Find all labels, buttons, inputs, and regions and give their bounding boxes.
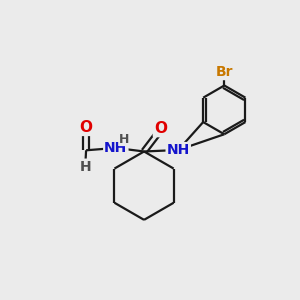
Text: H: H (80, 160, 91, 174)
Text: H: H (119, 133, 129, 146)
Text: O: O (80, 120, 93, 135)
Text: Br: Br (216, 65, 233, 79)
Text: NH: NH (167, 143, 190, 157)
Text: NH: NH (104, 141, 128, 155)
Text: O: O (154, 121, 167, 136)
